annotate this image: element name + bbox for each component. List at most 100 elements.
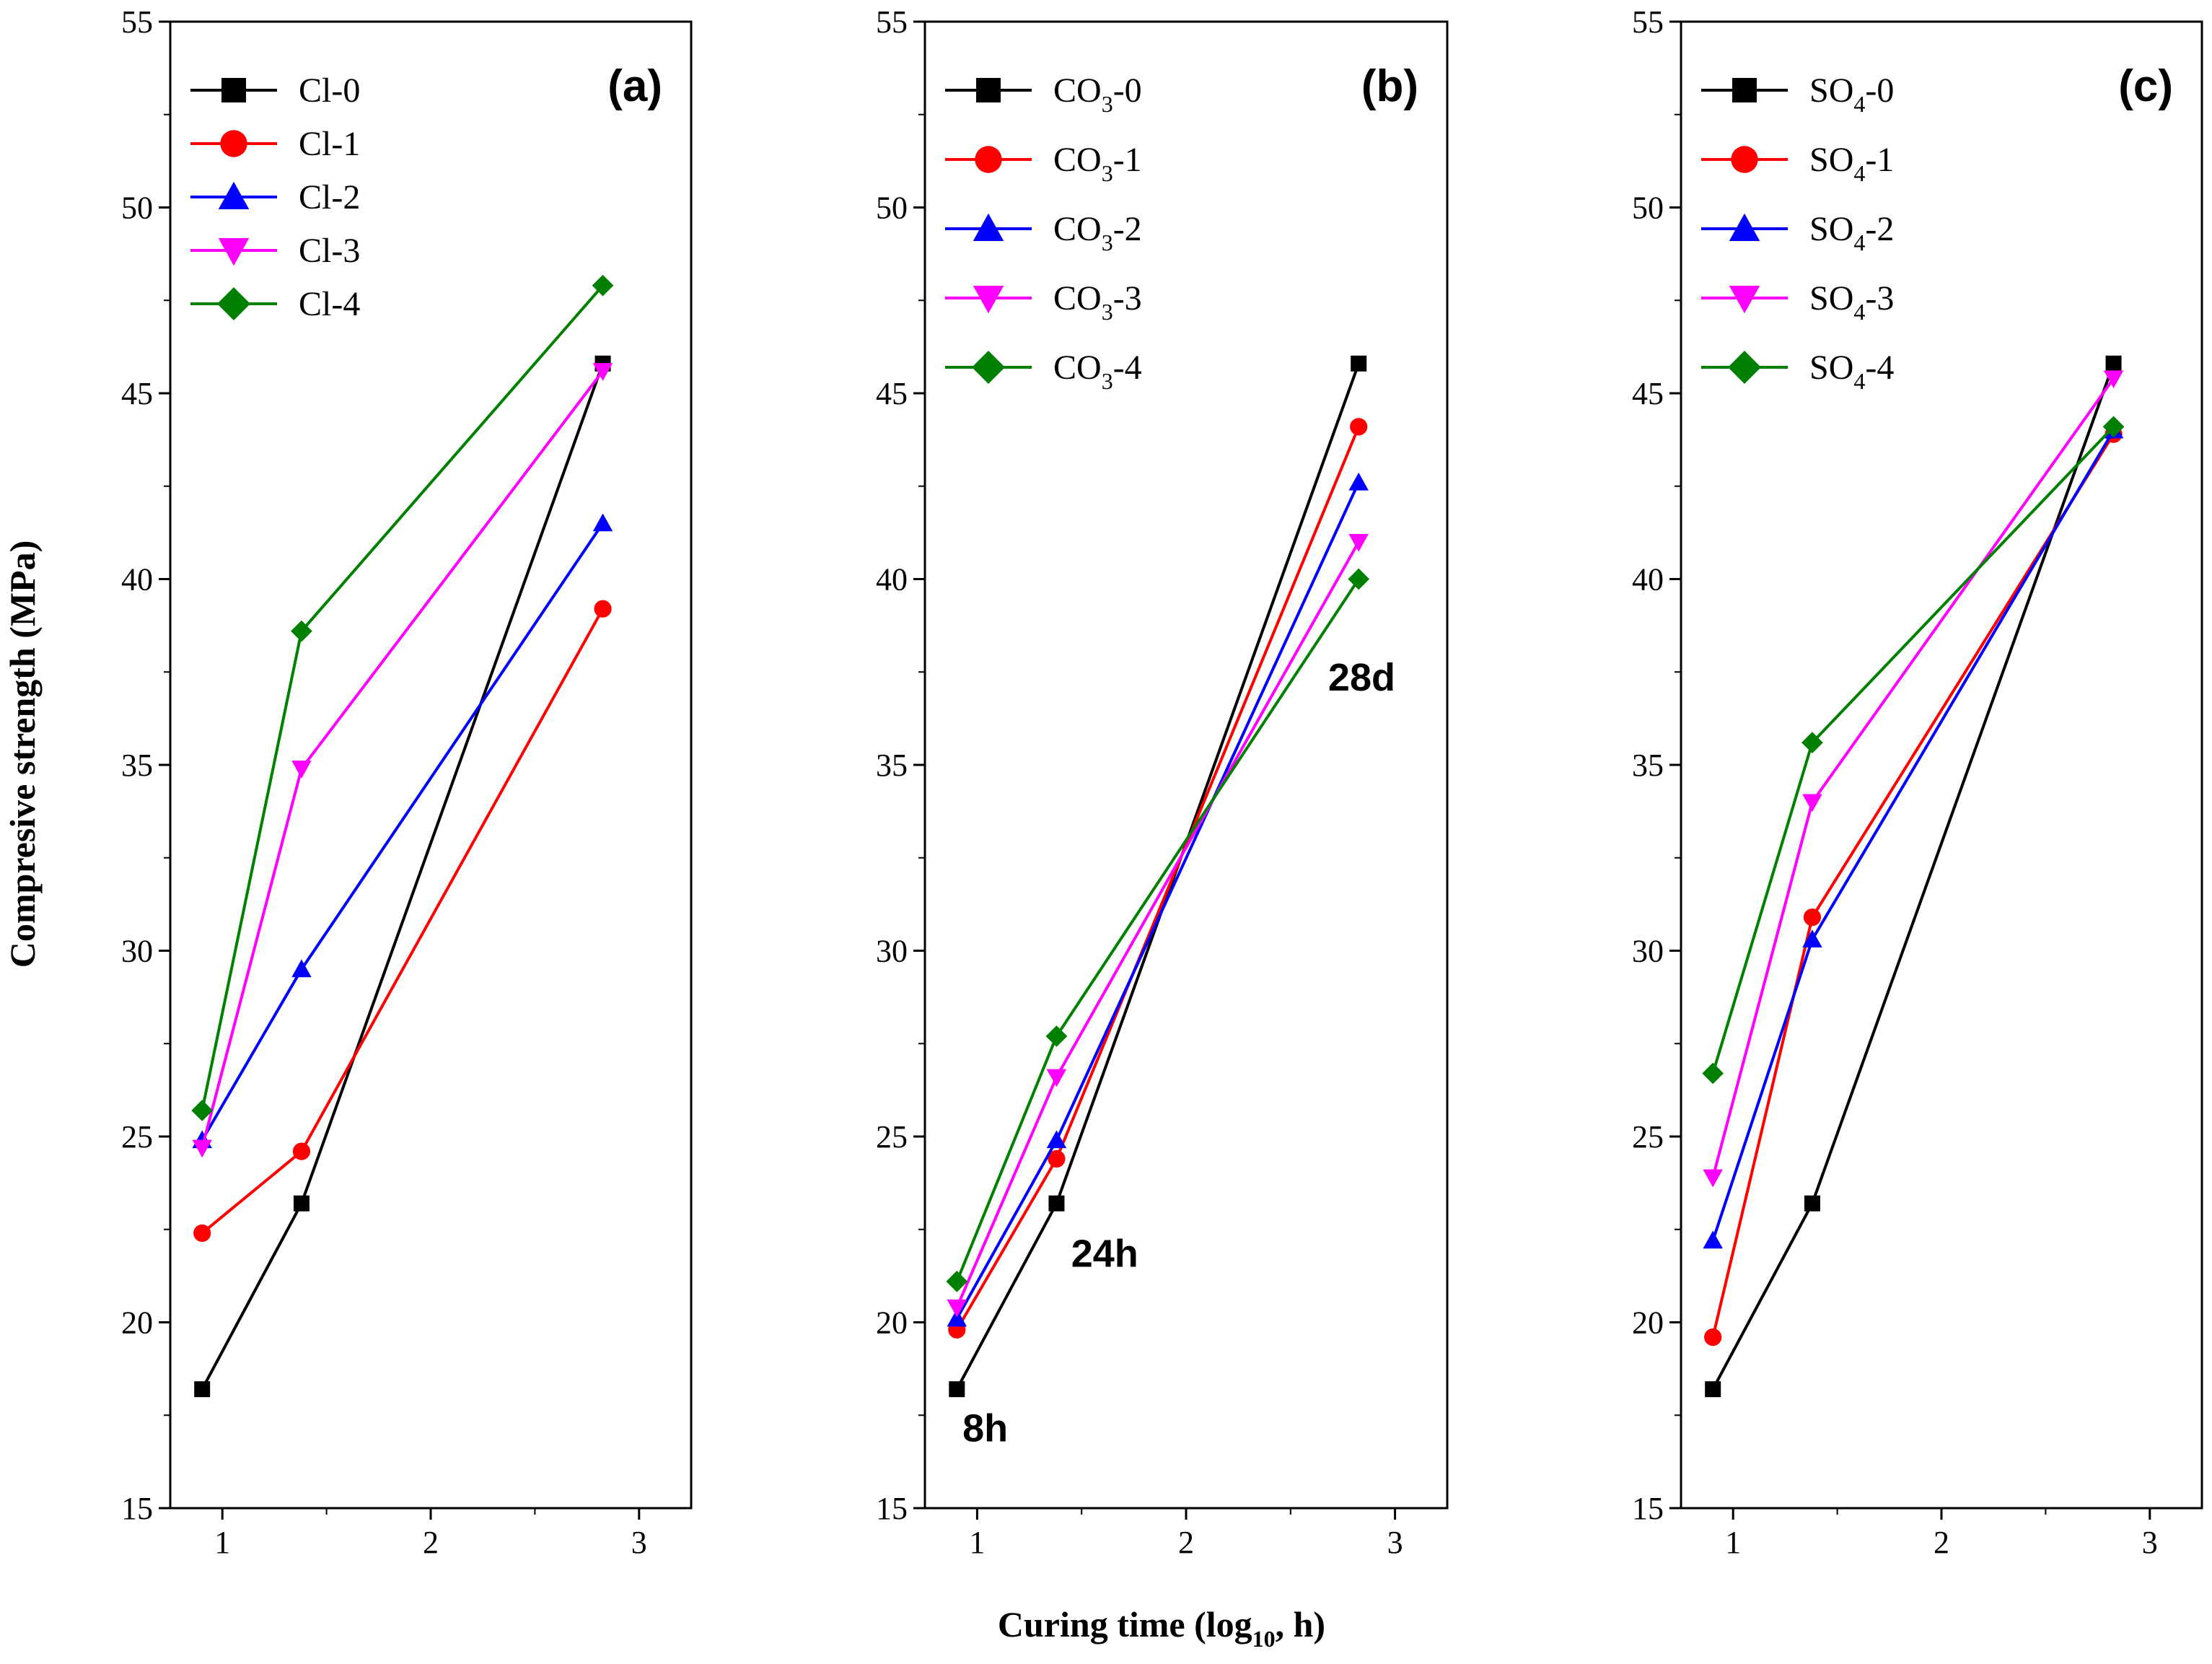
data-point <box>947 1308 967 1327</box>
panel-label: (c) <box>2118 61 2173 111</box>
data-point <box>1801 732 1823 753</box>
data-point <box>592 274 614 297</box>
legend-marker <box>1731 146 1758 173</box>
y-tick-label: 35 <box>121 748 153 783</box>
legend-marker <box>975 146 1002 173</box>
series-line <box>201 369 605 1148</box>
data-point <box>194 1381 211 1398</box>
legend-label: SO4-2 <box>1809 210 1894 255</box>
x-tick-label: 1 <box>1725 1525 1741 1560</box>
x-tick-label: 3 <box>2142 1525 2158 1560</box>
x-tick-label: 2 <box>423 1525 439 1560</box>
y-tick-label: 15 <box>121 1491 153 1526</box>
data-point <box>1804 1195 1820 1212</box>
legend-marker <box>973 213 1004 241</box>
legend-label: CO3-2 <box>1053 210 1142 255</box>
x-axis-title: Curing time (log10, h) <box>998 1604 1325 1652</box>
panel-label: (b) <box>1361 61 1418 111</box>
data-point <box>1704 1328 1722 1346</box>
legend-marker <box>220 130 247 157</box>
y-tick-label: 50 <box>121 191 153 226</box>
y-tick-label: 40 <box>121 562 153 597</box>
data-point <box>291 959 312 978</box>
legend-marker <box>218 238 250 266</box>
annotation-label: 8h <box>962 1406 1008 1450</box>
legend-label: SO4-3 <box>1809 279 1894 325</box>
data-point <box>592 513 613 532</box>
chart-panel: 15 20 25 30 35 40 45 50 55 1 2 3 SO4-0 SO4-1 SO4-2 SO4-… <box>1632 4 2203 1560</box>
data-point <box>2102 416 2125 438</box>
chart-panel: 15 20 25 30 35 40 45 50 55 1 2 3 CO3-0 CO3-1 CO3-2 CO3-… <box>876 4 1449 1560</box>
data-point <box>2103 370 2124 389</box>
data-point <box>192 1139 212 1158</box>
y-tick-label: 25 <box>876 1119 908 1155</box>
series-line <box>201 522 605 1142</box>
legend-marker <box>217 287 250 320</box>
legend-label: Cl-3 <box>299 232 360 270</box>
legend-label: CO3-3 <box>1053 279 1142 325</box>
data-point <box>1702 1062 1724 1085</box>
legend-label: SO4-1 <box>1809 141 1894 186</box>
series-line <box>1711 433 2115 1338</box>
data-point <box>193 1224 211 1242</box>
data-point <box>1803 908 1822 927</box>
x-axis-title-suffix: , h) <box>1276 1604 1325 1645</box>
data-point <box>1045 1025 1068 1047</box>
data-point <box>293 1195 310 1212</box>
y-tick-label: 30 <box>876 934 908 969</box>
x-tick-label: 1 <box>214 1525 230 1560</box>
data-point <box>291 761 312 779</box>
data-point <box>1802 929 1822 948</box>
series-line <box>955 578 1360 1282</box>
legend-marker <box>1729 213 1760 241</box>
legend-label: CO3-0 <box>1053 71 1142 117</box>
data-point <box>292 1142 311 1160</box>
legend-marker <box>221 78 246 102</box>
data-point <box>592 363 613 381</box>
x-tick-label: 3 <box>1387 1525 1403 1560</box>
legend-marker <box>1732 78 1757 102</box>
annotation-label: 24h <box>1071 1232 1138 1275</box>
y-tick-label: 50 <box>876 191 908 226</box>
y-tick-label: 55 <box>121 4 153 40</box>
series-line <box>955 363 1361 1391</box>
y-tick-label: 55 <box>876 4 908 40</box>
data-point <box>1048 1195 1065 1212</box>
data-point <box>1703 1230 1723 1249</box>
y-tick-label: 45 <box>876 376 908 411</box>
x-axis-title-subscript: 10 <box>1252 1626 1276 1652</box>
legend-label: CO3-1 <box>1053 141 1142 186</box>
legend-marker <box>218 181 250 209</box>
y-tick-label: 30 <box>1632 934 1664 969</box>
y-tick-label: 20 <box>121 1305 153 1341</box>
plot-frame <box>923 20 1449 1510</box>
data-point <box>949 1381 965 1398</box>
data-point <box>191 1100 214 1121</box>
series-line <box>1711 429 2115 1241</box>
data-point <box>1048 1150 1066 1168</box>
legend-marker <box>972 351 1005 384</box>
data-point <box>1046 1130 1067 1149</box>
legend-label: Cl-4 <box>299 285 360 323</box>
y-tick-label: 25 <box>121 1119 153 1155</box>
data-point <box>1703 1169 1723 1188</box>
y-tick-label: 35 <box>1632 748 1664 783</box>
data-point <box>2105 355 2122 372</box>
x-tick-label: 1 <box>969 1525 985 1560</box>
y-tick-label: 40 <box>876 562 908 597</box>
legend-marker <box>1729 286 1760 314</box>
y-tick-label: 55 <box>1632 4 1664 40</box>
legend-marker <box>976 78 1001 102</box>
series-line <box>955 426 1361 1331</box>
legend-label: SO4-0 <box>1809 71 1894 117</box>
legend-marker <box>1728 351 1761 384</box>
chart-panel: 15 20 25 30 35 40 45 50 55 1 2 3 Cl-0 Cl-1 Cl-2 Cl-3 Cl-… <box>121 4 693 1560</box>
data-point <box>1705 1381 1721 1398</box>
y-tick-label: 15 <box>1632 1491 1664 1526</box>
series-line <box>1711 425 2115 1074</box>
y-tick-label: 15 <box>876 1491 908 1526</box>
y-tick-label: 45 <box>1632 376 1664 411</box>
data-point <box>1348 472 1369 491</box>
data-point <box>1350 418 1368 436</box>
